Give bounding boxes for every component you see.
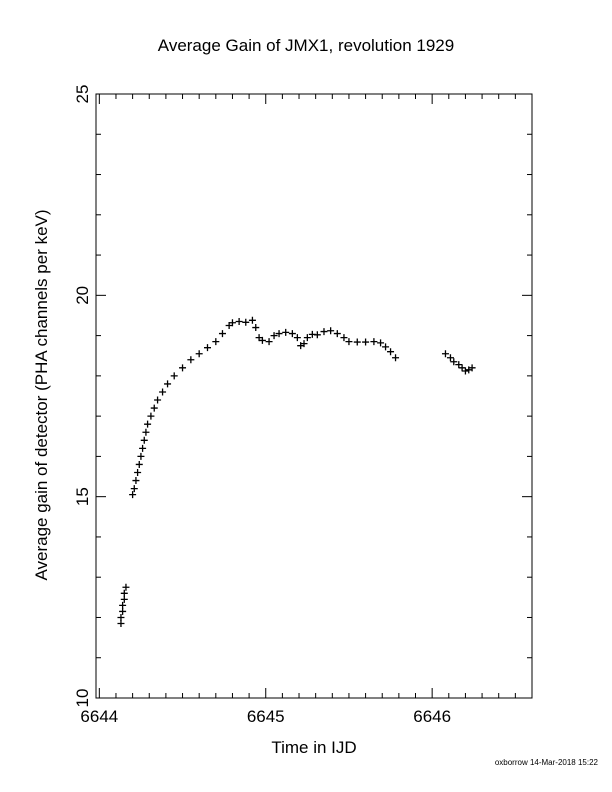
- data-point: [353, 338, 361, 346]
- y-tick-label: 25: [73, 85, 92, 104]
- data-point: [187, 356, 195, 364]
- data-point: [119, 601, 127, 609]
- data-point: [242, 318, 250, 326]
- data-point: [195, 350, 203, 358]
- data-point: [258, 336, 266, 344]
- y-tick-label: 10: [73, 689, 92, 708]
- data-point: [300, 340, 308, 348]
- data-point: [458, 364, 466, 372]
- data-point: [288, 330, 296, 338]
- data-point: [212, 338, 220, 346]
- data-point: [130, 485, 138, 493]
- data-point: [144, 420, 152, 428]
- data-point: [293, 334, 301, 342]
- data-point: [362, 338, 370, 346]
- axis-ticks: [96, 93, 533, 699]
- data-point: [345, 338, 353, 346]
- data-point: [117, 613, 125, 621]
- data-point: [248, 316, 256, 324]
- data-point: [120, 589, 128, 597]
- data-point: [235, 318, 243, 326]
- data-point: [139, 444, 147, 452]
- data-point: [320, 328, 328, 336]
- data-points: [117, 316, 476, 628]
- x-tick-label: 6644: [80, 707, 118, 726]
- data-point: [455, 361, 463, 369]
- data-point: [150, 404, 158, 412]
- data-point: [441, 350, 449, 358]
- data-point: [340, 334, 348, 342]
- data-point: [154, 396, 162, 404]
- data-point: [119, 607, 127, 615]
- data-point: [387, 348, 395, 356]
- data-point: [137, 452, 145, 460]
- data-point: [132, 477, 140, 485]
- data-point: [377, 339, 385, 347]
- y-tick-label: 20: [73, 286, 92, 305]
- data-point: [303, 334, 311, 342]
- data-point: [382, 343, 390, 351]
- x-tick-label: 6645: [247, 707, 285, 726]
- x-axis-label: Time in IJD: [271, 738, 357, 757]
- data-point: [117, 620, 125, 628]
- x-tick-label: 6646: [413, 707, 451, 726]
- data-point: [275, 330, 283, 338]
- data-point: [170, 372, 178, 380]
- data-point: [134, 469, 142, 477]
- footer-credit: oxborrow 14-Mar-2018 15:22: [494, 758, 598, 767]
- data-point: [252, 324, 260, 332]
- data-point: [122, 583, 130, 591]
- data-point: [142, 428, 150, 436]
- data-point: [333, 330, 341, 338]
- chart-title: Average Gain of JMX1, revolution 1929: [157, 36, 455, 55]
- data-point: [159, 388, 167, 396]
- data-point: [129, 491, 137, 499]
- data-point: [392, 354, 400, 362]
- data-point: [203, 344, 211, 352]
- data-point: [218, 330, 226, 338]
- data-point: [327, 327, 335, 335]
- data-point: [461, 367, 469, 375]
- data-point: [446, 354, 454, 362]
- data-point: [135, 460, 143, 468]
- data-point: [179, 364, 187, 372]
- data-point: [450, 358, 458, 366]
- data-point: [140, 436, 148, 444]
- data-point: [164, 380, 172, 388]
- data-point: [282, 328, 290, 336]
- plot-frame: [95, 93, 533, 699]
- data-point: [270, 332, 278, 340]
- data-point: [265, 338, 273, 346]
- data-point: [120, 595, 128, 603]
- data-point: [313, 331, 321, 339]
- tick-labels: 10 15 20 25 6644 6645 6646: [73, 85, 451, 726]
- data-point: [228, 319, 236, 327]
- data-point: [468, 364, 476, 372]
- data-point: [147, 412, 155, 420]
- y-tick-label: 15: [73, 487, 92, 506]
- data-point: [370, 338, 378, 346]
